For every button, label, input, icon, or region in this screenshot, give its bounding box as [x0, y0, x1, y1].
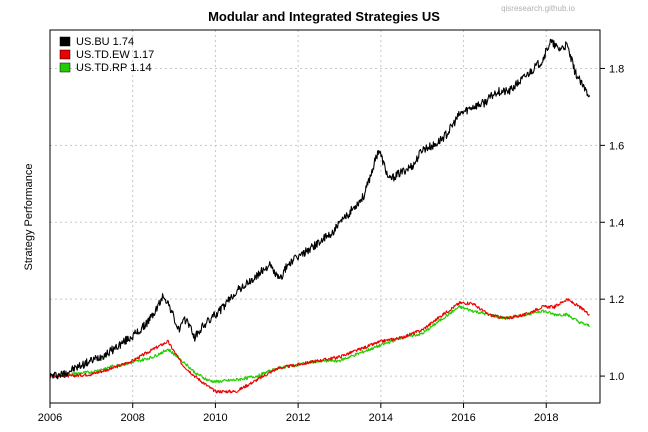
legend-swatch [59, 62, 71, 73]
legend-swatch [59, 49, 71, 60]
legend-swatch [59, 36, 71, 47]
chart-title: Modular and Integrated Strategies US [208, 9, 440, 24]
x-tick-label: 2010 [203, 412, 227, 424]
legend-label: US.TD.RP 1.14 [76, 62, 152, 74]
x-tick-label: 2008 [120, 412, 144, 424]
series-layer [49, 38, 591, 394]
x-tick-label: 2016 [451, 412, 475, 424]
series-line [49, 298, 590, 394]
y-axis-label: Strategy Performance [23, 164, 35, 271]
y-tick-label: 1.2 [609, 294, 624, 306]
x-tick-label: 2012 [286, 412, 310, 424]
watermark: qisresearch.github.io [501, 4, 575, 13]
y-tick-label: 1.6 [609, 140, 624, 152]
x-axis: 2006 2008 2010 2012 2014 2016 2018 [38, 403, 558, 424]
y-tick-label: 1.0 [609, 371, 624, 383]
series-line [49, 38, 591, 380]
legend-label: US.TD.EW 1.17 [76, 49, 154, 61]
legend-label: US.BU 1.74 [76, 36, 134, 48]
y-tick-label: 1.8 [609, 63, 624, 75]
plot-frame [49, 29, 601, 404]
x-tick-label: 2006 [38, 412, 62, 424]
x-tick-label: 2018 [534, 412, 558, 424]
y-tick-label: 1.4 [609, 217, 624, 229]
y-axis: 1.0 1.2 1.4 1.6 1.8 [600, 63, 624, 383]
x-tick-label: 2014 [369, 412, 393, 424]
